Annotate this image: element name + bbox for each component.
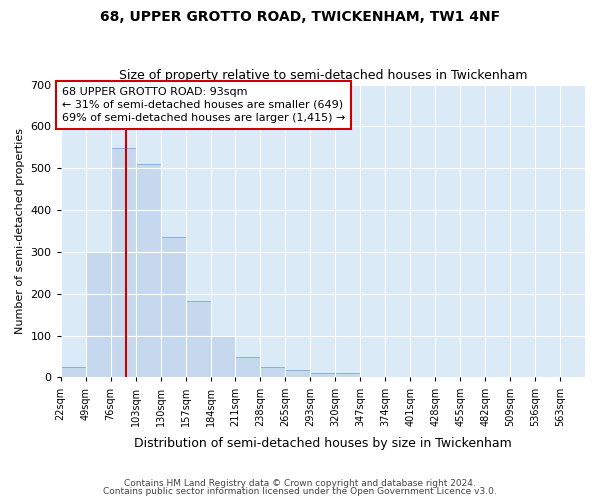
Text: 68, UPPER GROTTO ROAD, TWICKENHAM, TW1 4NF: 68, UPPER GROTTO ROAD, TWICKENHAM, TW1 4… — [100, 10, 500, 24]
Bar — [110, 148, 136, 378]
Bar — [286, 370, 310, 378]
Bar — [335, 374, 361, 378]
Bar — [310, 374, 335, 378]
X-axis label: Distribution of semi-detached houses by size in Twickenham: Distribution of semi-detached houses by … — [134, 437, 512, 450]
Bar — [86, 252, 110, 378]
Title: Size of property relative to semi-detached houses in Twickenham: Size of property relative to semi-detach… — [119, 69, 527, 82]
Bar — [136, 164, 161, 378]
Text: 68 UPPER GROTTO ROAD: 93sqm
← 31% of semi-detached houses are smaller (649)
69% : 68 UPPER GROTTO ROAD: 93sqm ← 31% of sem… — [62, 86, 345, 123]
Bar — [235, 356, 260, 378]
Bar — [211, 336, 235, 378]
Text: Contains public sector information licensed under the Open Government Licence v3: Contains public sector information licen… — [103, 487, 497, 496]
Bar — [260, 367, 286, 378]
Bar — [61, 367, 86, 378]
Bar — [161, 238, 185, 378]
Y-axis label: Number of semi-detached properties: Number of semi-detached properties — [15, 128, 25, 334]
Bar — [185, 301, 211, 378]
Text: Contains HM Land Registry data © Crown copyright and database right 2024.: Contains HM Land Registry data © Crown c… — [124, 478, 476, 488]
